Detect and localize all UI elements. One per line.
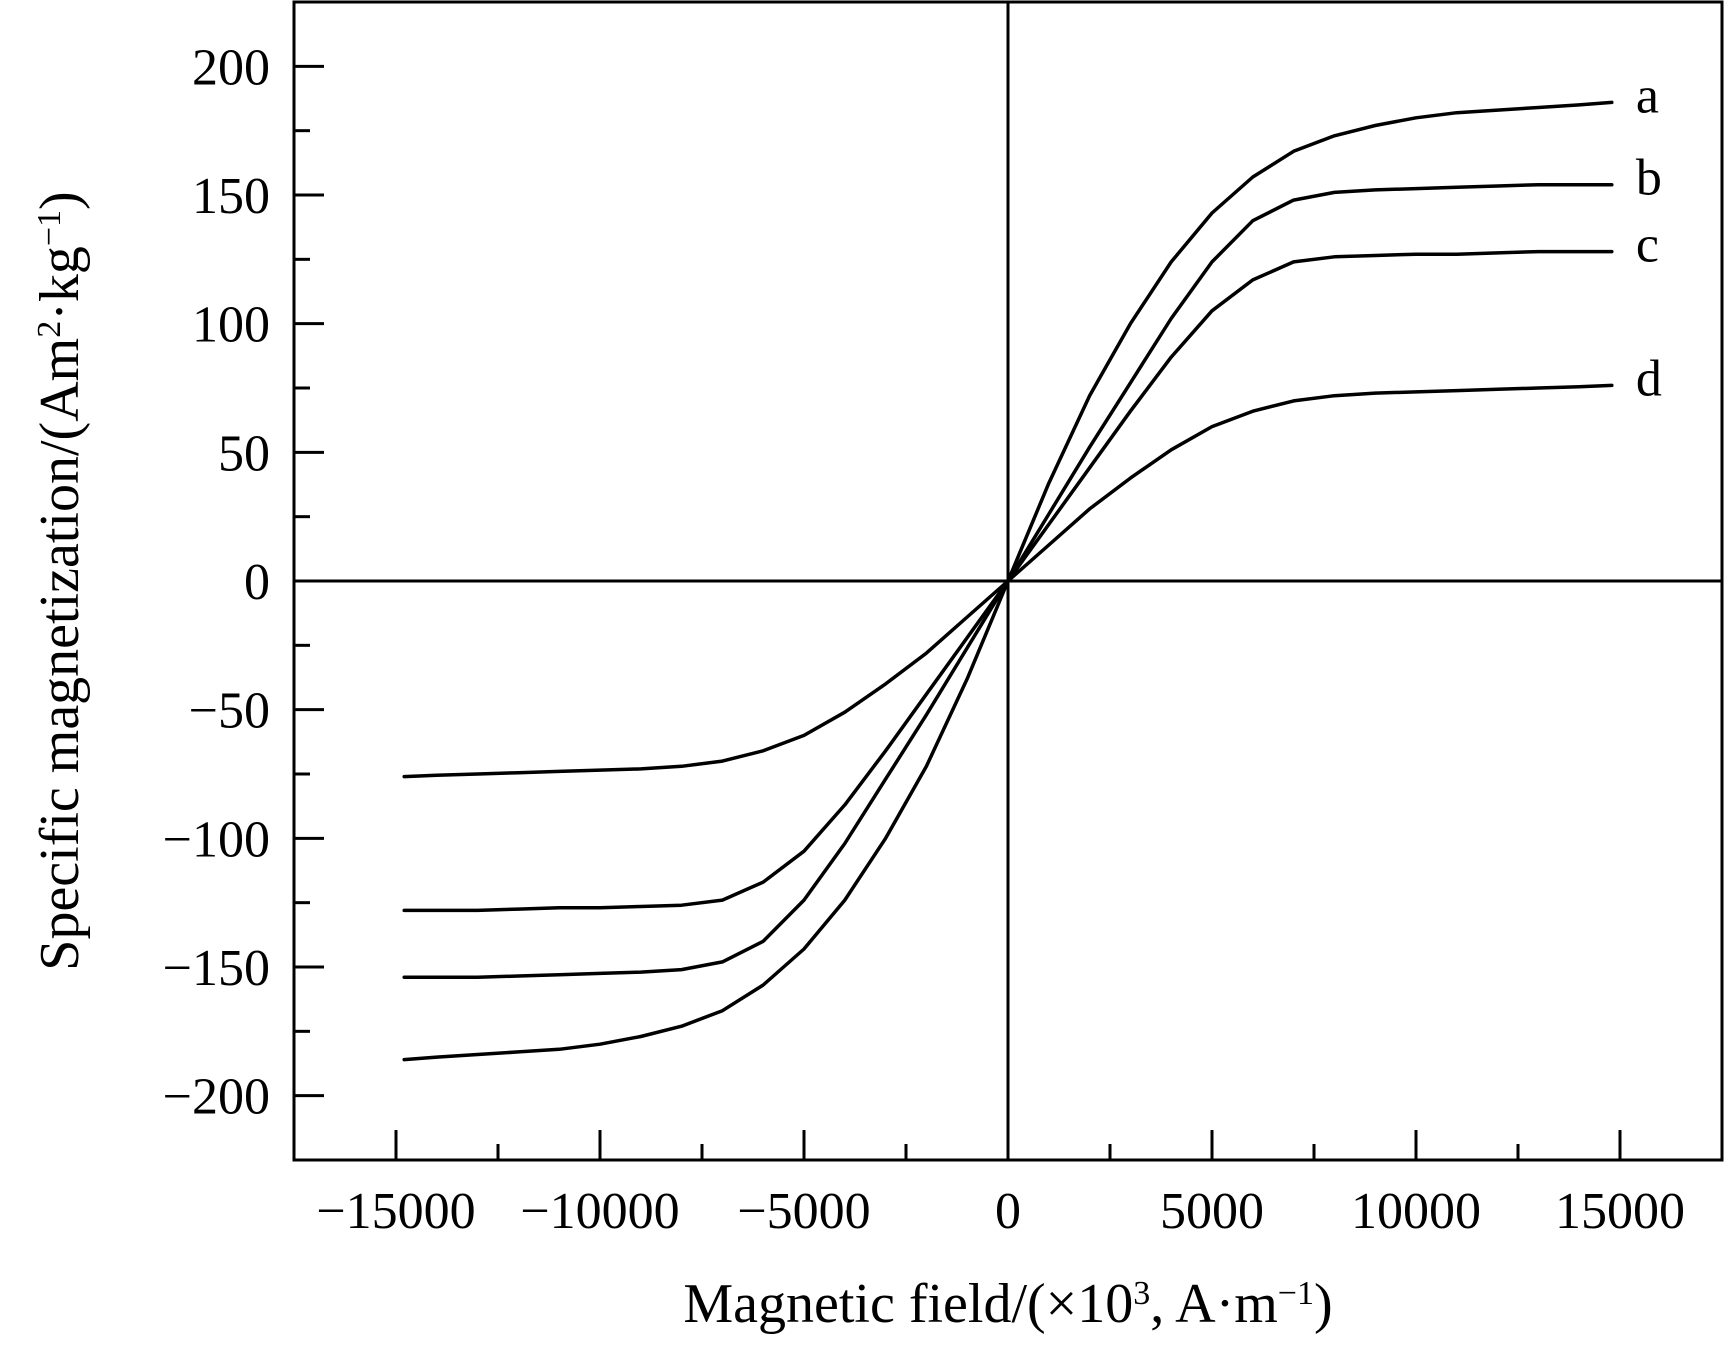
series-label-b: b [1636,150,1662,207]
y-tick-label: −150 [163,940,270,997]
curves [402,100,1614,1062]
y-tick-label: 0 [244,554,270,611]
y-tick-label: 150 [192,168,270,225]
series-label-d: d [1636,350,1662,407]
y-tick-label: −50 [189,683,270,740]
series-label-c: c [1636,217,1659,274]
x-tick-label: 5000 [1160,1183,1264,1240]
y-tick-label: −100 [163,811,270,868]
x-tick-label: 15000 [1555,1183,1685,1240]
y-tick-label: 200 [192,39,270,96]
minor-ticks [292,0,1724,1162]
y-axis-title: Specific magnetization/(Am2·kg−1) [29,191,91,970]
tick-labels: −15000 −10000 −5000 0 5000 10000 15000 −200 −150… [163,39,1685,1240]
x-axis-title: Magnetic field/(×103, A·m−1) [683,1273,1332,1335]
series-label-a: a [1636,67,1659,124]
x-tick-label: 0 [995,1183,1021,1240]
major-ticks [294,64,1622,1160]
x-tick-label: −15000 [316,1183,475,1240]
curve-d [402,383,1614,779]
y-tick-label: 50 [218,425,270,482]
series-labels: abc d [1636,67,1662,407]
y-tick-label: −200 [163,1069,270,1126]
x-tick-label: −5000 [737,1183,870,1240]
x-tick-label: 10000 [1351,1183,1481,1240]
x-tick-label: −10000 [520,1183,679,1240]
y-tick-label: 100 [192,297,270,354]
